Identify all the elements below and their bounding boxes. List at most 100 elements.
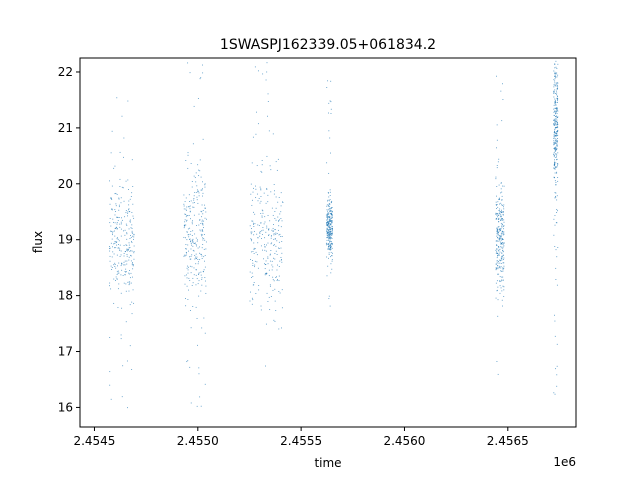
data-point: [129, 219, 131, 221]
data-point: [257, 267, 259, 269]
data-point: [328, 209, 330, 211]
data-point: [496, 248, 498, 250]
data-point: [328, 239, 330, 241]
data-point: [130, 254, 131, 256]
data-point: [186, 265, 188, 267]
data-point: [498, 197, 500, 199]
data-point: [186, 277, 188, 279]
data-point: [331, 259, 333, 261]
data-point: [556, 111, 557, 113]
data-point: [198, 373, 200, 375]
data-point: [121, 263, 123, 265]
data-point: [501, 226, 503, 228]
data-point: [185, 209, 187, 211]
data-point: [555, 181, 557, 183]
data-point: [130, 282, 132, 284]
data-point: [118, 197, 120, 199]
data-point: [124, 234, 126, 236]
data-point: [331, 230, 333, 232]
data-point: [556, 208, 558, 210]
data-point: [555, 140, 556, 142]
data-point: [502, 83, 503, 85]
data-point: [115, 205, 117, 207]
data-point: [250, 238, 252, 240]
data-point: [557, 123, 559, 125]
data-point: [204, 277, 206, 279]
data-point: [186, 231, 188, 233]
data-point: [499, 259, 500, 261]
data-point: [496, 235, 498, 237]
data-point: [556, 133, 558, 135]
data-point: [129, 198, 131, 200]
data-point: [273, 280, 275, 282]
data-point: [331, 232, 333, 234]
data-point: [185, 208, 187, 210]
data-point: [327, 223, 329, 225]
data-point: [496, 213, 498, 215]
data-point: [496, 251, 497, 253]
data-point: [329, 236, 330, 238]
data-point: [189, 72, 191, 74]
data-point: [501, 243, 503, 244]
data-point: [196, 245, 198, 247]
data-point: [269, 285, 271, 287]
data-point: [327, 231, 329, 233]
data-point: [498, 253, 500, 255]
data-point: [260, 200, 262, 202]
x-axis-ticks: 2.4545 2.4550 2.4555 2.4560 2.4565: [73, 427, 529, 448]
data-point: [279, 233, 281, 235]
data-point: [267, 214, 269, 216]
data-point: [500, 228, 502, 230]
data-point: [553, 147, 555, 149]
data-point: [327, 221, 329, 223]
data-point: [326, 224, 328, 226]
data-point: [331, 200, 333, 202]
data-point: [275, 219, 277, 221]
data-point: [127, 249, 129, 250]
data-point: [329, 199, 331, 200]
data-point: [327, 214, 328, 216]
data-point: [327, 199, 329, 201]
data-point: [120, 338, 122, 340]
data-point: [556, 365, 558, 367]
data-point: [253, 282, 255, 283]
data-point: [500, 219, 502, 221]
data-point: [330, 220, 332, 222]
data-point: [273, 257, 274, 259]
data-point: [123, 245, 125, 247]
data-point: [251, 240, 252, 242]
data-point: [326, 87, 328, 88]
data-point: [495, 217, 497, 219]
data-point: [194, 192, 196, 193]
data-point: [281, 252, 283, 254]
data-point: [500, 188, 502, 190]
data-point: [329, 233, 331, 234]
data-point: [277, 158, 279, 160]
data-point: [261, 234, 263, 235]
data-point: [111, 199, 113, 200]
data-point: [202, 192, 204, 194]
data-point: [131, 192, 133, 194]
data-point: [328, 172, 330, 174]
data-point: [278, 247, 280, 249]
data-point: [195, 306, 197, 308]
data-point: [554, 82, 556, 84]
data-point: [200, 176, 202, 178]
data-point: [124, 274, 126, 276]
data-point: [192, 277, 194, 279]
data-point: [497, 268, 499, 270]
data-point: [554, 215, 556, 217]
data-point: [189, 310, 191, 311]
data-point: [329, 203, 331, 204]
data-point: [326, 228, 328, 230]
data-point: [501, 239, 503, 241]
data-point: [500, 236, 502, 238]
data-point: [553, 135, 555, 137]
data-point: [500, 238, 502, 240]
data-point: [202, 138, 204, 140]
data-point: [109, 384, 111, 386]
data-point: [119, 151, 121, 153]
data-point: [557, 110, 559, 112]
data-point: [191, 241, 193, 243]
data-point: [121, 263, 123, 265]
